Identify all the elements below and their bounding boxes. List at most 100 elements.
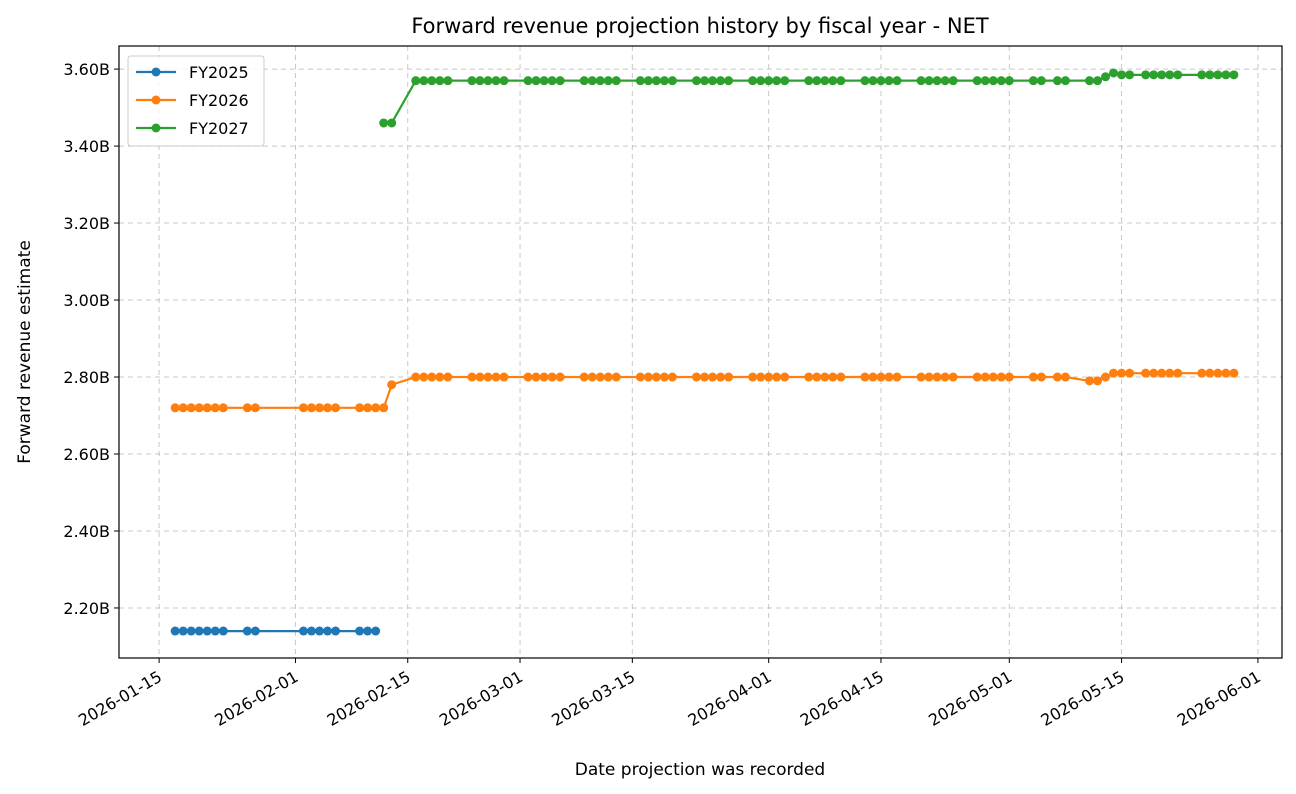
data-point bbox=[1173, 368, 1183, 378]
data-point bbox=[924, 76, 934, 86]
series-layer bbox=[170, 68, 1239, 636]
chart-title: Forward revenue projection history by fi… bbox=[411, 14, 989, 38]
data-point bbox=[812, 372, 822, 382]
data-point bbox=[972, 372, 982, 382]
data-point bbox=[1028, 372, 1038, 382]
legend-marker bbox=[151, 67, 161, 77]
data-point bbox=[435, 76, 445, 86]
data-point bbox=[828, 372, 838, 382]
data-point bbox=[387, 380, 397, 390]
data-point bbox=[1157, 70, 1167, 80]
legend-label: FY2026 bbox=[189, 91, 249, 110]
data-point bbox=[210, 403, 220, 413]
data-point bbox=[860, 372, 870, 382]
data-point bbox=[331, 626, 341, 636]
data-point bbox=[611, 76, 621, 86]
data-point bbox=[1052, 372, 1062, 382]
data-point bbox=[603, 372, 613, 382]
data-point bbox=[1229, 70, 1239, 80]
data-point bbox=[475, 76, 485, 86]
data-point bbox=[772, 372, 782, 382]
data-point bbox=[708, 372, 718, 382]
data-point bbox=[780, 76, 790, 86]
series-fy2027 bbox=[379, 68, 1239, 128]
data-point bbox=[1117, 368, 1127, 378]
data-point bbox=[178, 403, 188, 413]
data-point bbox=[1213, 70, 1223, 80]
data-point bbox=[651, 76, 661, 86]
data-point bbox=[1004, 76, 1014, 86]
data-point bbox=[756, 76, 766, 86]
legend-marker bbox=[151, 95, 161, 105]
data-point bbox=[443, 372, 453, 382]
data-point bbox=[306, 403, 316, 413]
legend-marker bbox=[151, 123, 161, 133]
data-point bbox=[780, 372, 790, 382]
data-point bbox=[202, 626, 212, 636]
data-point bbox=[1101, 72, 1111, 82]
grid bbox=[119, 46, 1282, 658]
data-point bbox=[804, 76, 814, 86]
data-point bbox=[724, 76, 734, 86]
y-tick-label: 2.60B bbox=[63, 445, 110, 464]
data-point bbox=[1093, 76, 1103, 86]
data-point bbox=[948, 76, 958, 86]
data-point bbox=[1109, 368, 1119, 378]
data-point bbox=[643, 76, 653, 86]
data-point bbox=[748, 372, 758, 382]
data-point bbox=[748, 76, 758, 86]
y-tick-label: 2.80B bbox=[63, 368, 110, 387]
data-point bbox=[371, 403, 381, 413]
data-point bbox=[250, 403, 260, 413]
legend-box bbox=[127, 55, 265, 147]
data-point bbox=[828, 76, 838, 86]
data-point bbox=[1117, 70, 1127, 80]
data-point bbox=[379, 403, 389, 413]
data-point bbox=[306, 626, 316, 636]
legend-label: FY2027 bbox=[189, 119, 249, 138]
data-point bbox=[387, 118, 397, 128]
data-point bbox=[202, 403, 212, 413]
data-point bbox=[916, 372, 926, 382]
data-point bbox=[996, 372, 1006, 382]
data-point bbox=[355, 626, 365, 636]
data-point bbox=[667, 372, 677, 382]
data-point bbox=[1093, 376, 1103, 386]
data-point bbox=[876, 372, 886, 382]
data-point bbox=[916, 76, 926, 86]
data-point bbox=[483, 372, 493, 382]
data-point bbox=[315, 626, 325, 636]
data-point bbox=[700, 372, 710, 382]
data-point bbox=[836, 76, 846, 86]
data-point bbox=[194, 626, 204, 636]
data-point bbox=[764, 372, 774, 382]
data-point bbox=[186, 626, 196, 636]
data-point bbox=[1036, 76, 1046, 86]
data-point bbox=[427, 372, 437, 382]
data-point bbox=[651, 372, 661, 382]
legend-label: FY2025 bbox=[189, 63, 249, 82]
data-point bbox=[667, 76, 677, 86]
data-point bbox=[820, 372, 830, 382]
data-point bbox=[1109, 68, 1119, 78]
data-point bbox=[1028, 76, 1038, 86]
data-point bbox=[940, 372, 950, 382]
data-point bbox=[860, 76, 870, 86]
data-point bbox=[1221, 70, 1231, 80]
data-point bbox=[411, 76, 421, 86]
data-point bbox=[932, 372, 942, 382]
y-tick-label: 2.40B bbox=[63, 522, 110, 541]
data-point bbox=[1125, 70, 1135, 80]
data-point bbox=[547, 76, 557, 86]
data-point bbox=[595, 76, 605, 86]
data-point bbox=[1221, 368, 1231, 378]
data-point bbox=[491, 76, 501, 86]
series-fy2025 bbox=[170, 626, 381, 636]
data-point bbox=[539, 76, 549, 86]
data-point bbox=[355, 403, 365, 413]
data-point bbox=[587, 76, 597, 86]
y-tick-label: 3.20B bbox=[63, 214, 110, 233]
data-point bbox=[700, 76, 710, 86]
data-point bbox=[988, 372, 998, 382]
data-point bbox=[419, 76, 429, 86]
